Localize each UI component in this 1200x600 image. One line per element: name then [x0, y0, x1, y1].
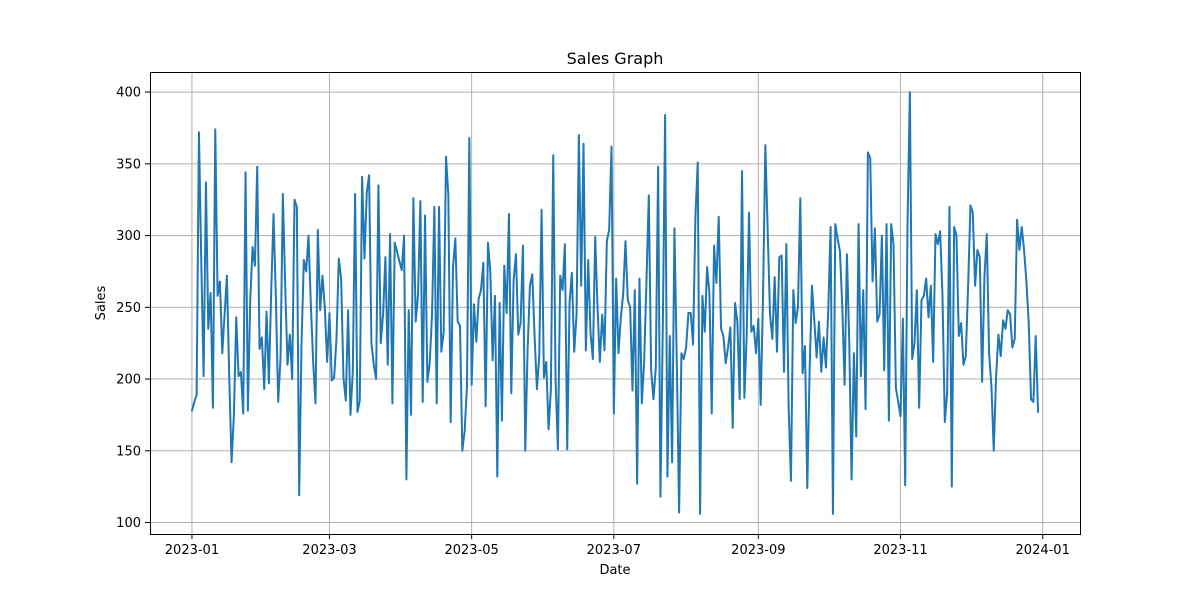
sales-series-line [190, 91, 1040, 515]
y-axis-label: Sales [94, 285, 109, 320]
y-tick-label: 300 [116, 229, 141, 244]
chart-title: Sales Graph [567, 49, 664, 68]
x-tick-label: 2023-11 [873, 543, 927, 558]
x-tick-label: 2023-01 [165, 543, 219, 558]
plot-frame [150, 72, 1081, 535]
x-tick-label: 2023-03 [302, 543, 356, 558]
y-tick-label: 250 [116, 301, 141, 316]
x-tick-label: 2023-05 [444, 543, 498, 558]
y-tick-label: 350 [116, 157, 141, 172]
y-tick-label: 400 [116, 86, 141, 101]
x-tick-label: 2023-07 [587, 543, 641, 558]
y-tick-label: 100 [116, 516, 141, 531]
grid-layer [150, 72, 1080, 534]
x-tick-label: 2024-01 [1016, 543, 1070, 558]
y-tick-label: 200 [116, 373, 141, 388]
tick-layer: 2023-01 2023-03 2023-05 2023-07 2023-09 2023-… [116, 86, 1070, 558]
x-tick-label: 2023-09 [731, 543, 785, 558]
y-tick-label: 150 [116, 444, 141, 459]
line-layer [190, 91, 1040, 515]
x-axis-label: Date [599, 563, 630, 578]
